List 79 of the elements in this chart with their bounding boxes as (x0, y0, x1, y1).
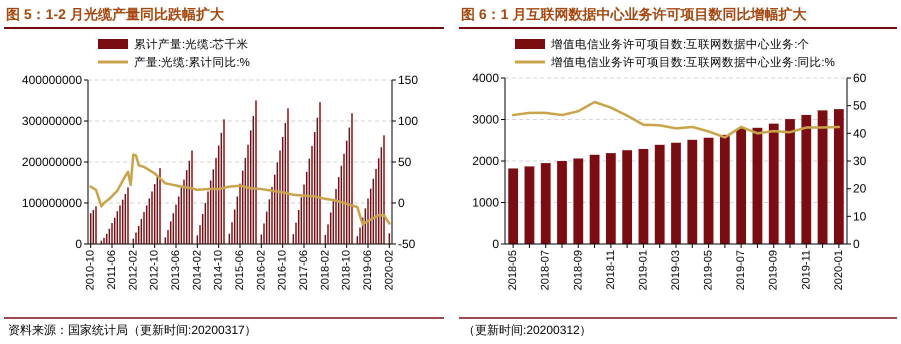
x-tick-label: 2020-01 (832, 250, 845, 290)
legend-label: 产量:光缆:累计同比:% (134, 55, 250, 69)
legend-label: 增值电信业务许可项目数:互联网数据中心业务:个 (550, 37, 810, 51)
x-tick-label: 2011-06 (106, 250, 118, 290)
x-tick-label: 2013-06 (170, 250, 182, 290)
bar (704, 138, 714, 244)
y2-tick-label: 50 (398, 155, 412, 169)
chart-title: 图 5：1-2 月光缆产量同比跌幅扩大 (6, 6, 225, 22)
bar (508, 168, 518, 244)
bar (801, 114, 812, 244)
bar (573, 158, 584, 244)
y2-tick-label: 10 (853, 209, 867, 224)
x-tick-label: 2017-06 (298, 250, 310, 290)
y2-tick-label: 40 (853, 126, 867, 140)
x-tick-label: 2014-02 (191, 250, 204, 290)
x-tick-label: 2019-07 (735, 250, 748, 290)
y-tick-label: 0 (492, 237, 500, 251)
x-tick-label: 2019-03 (670, 250, 682, 290)
x-tick-label: 2010-10 (84, 250, 97, 290)
y-tick-label: 0 (75, 237, 82, 251)
y-tick-label: 300000000 (22, 114, 82, 128)
bar (540, 163, 551, 244)
y-tick-label: 100000000 (22, 196, 82, 210)
y2-tick-label: 150 (398, 73, 418, 87)
bar (736, 128, 746, 244)
bar (671, 142, 681, 244)
x-tick-label: 2016-10 (276, 250, 289, 290)
y2-tick-label: 60 (853, 71, 867, 85)
x-tick-label: 2012-02 (127, 250, 140, 290)
bar (834, 109, 844, 244)
x-tick-label: 2019-09 (768, 250, 780, 290)
bar (785, 119, 795, 244)
bar (654, 144, 665, 244)
x-tick-label: 2019-06 (362, 250, 374, 290)
x-tick-label: 2018-10 (340, 250, 353, 290)
text: 资料来源：国家统计局（更新时间:20200317） (8, 323, 257, 337)
x-tick-label: 2019-01 (637, 250, 650, 290)
y2-tick-label: 100 (398, 114, 418, 128)
bar (606, 153, 616, 244)
y-tick-label: 1000 (472, 196, 500, 210)
legend-label: 累计产量:光缆:芯千米 (134, 37, 248, 51)
x-tick-label: 2018-11 (604, 250, 617, 290)
y2-tick-label: 30 (853, 154, 867, 168)
bar (752, 128, 762, 244)
x-tick-label: 2014-10 (212, 250, 225, 290)
y2-tick-label: 50 (853, 98, 867, 113)
x-tick-label: 2019-11 (800, 250, 812, 290)
x-tick-label: 2018-05 (507, 250, 520, 290)
bar (720, 134, 730, 244)
x-tick-label: 2015-06 (234, 250, 246, 290)
x-tick-label: 2018-07 (540, 250, 552, 290)
text: （更新时间:20200312） (463, 323, 592, 337)
y-tick-label: 4000 (472, 71, 500, 85)
bar (557, 161, 567, 244)
bar (818, 110, 828, 244)
x-tick-label: 2019-05 (702, 250, 715, 290)
bar (590, 154, 600, 244)
y2-tick-label: 20 (853, 182, 867, 196)
bar (622, 150, 632, 244)
x-tick-label: 2012-10 (148, 250, 161, 290)
line-series (512, 100, 840, 139)
bar (638, 148, 648, 244)
y2-tick-label: 0 (853, 237, 860, 251)
y2-tick-label: -50 (398, 237, 416, 251)
bar (687, 140, 698, 244)
y2-tick-label: 0 (398, 196, 405, 210)
bar (768, 124, 779, 244)
chart-title: 图 6：1 月互联网数据中心业务许可项目数同比增幅扩大 (461, 6, 808, 22)
x-tick-label: 2016-02 (255, 250, 268, 290)
y-tick-label: 400000000 (22, 73, 82, 87)
x-tick-label: 2020-02 (383, 250, 396, 290)
x-tick-label: 2018-09 (572, 250, 584, 290)
y-tick-label: 2000 (472, 154, 500, 168)
legend-label: 增值电信业务许可项目数:互联网数据中心业务:同比:% (550, 55, 835, 69)
x-tick-label: 2018-02 (319, 250, 332, 290)
y-tick-label: 200000000 (22, 155, 82, 169)
bar (524, 166, 534, 244)
y-tick-label: 3000 (472, 112, 500, 126)
line-series (89, 153, 391, 226)
